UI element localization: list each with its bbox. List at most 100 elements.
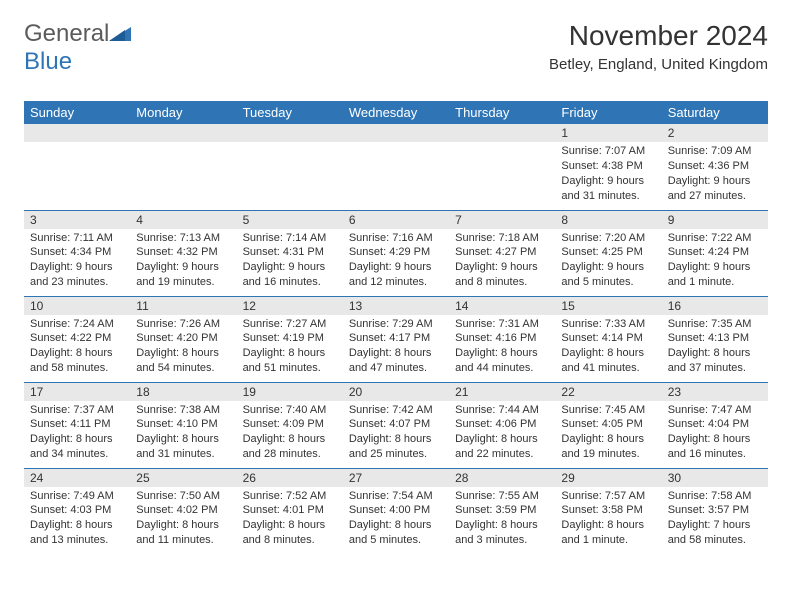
day-number <box>449 124 555 142</box>
day-details: Sunrise: 7:31 AMSunset: 4:16 PMDaylight:… <box>449 315 555 380</box>
weekday-header-row: Sunday Monday Tuesday Wednesday Thursday… <box>24 101 768 124</box>
calendar-day-cell <box>343 124 449 210</box>
day-details: Sunrise: 7:13 AMSunset: 4:32 PMDaylight:… <box>130 229 236 294</box>
day-number: 30 <box>662 469 768 487</box>
calendar-day-cell: 22Sunrise: 7:45 AMSunset: 4:05 PMDayligh… <box>555 382 661 468</box>
day-number <box>343 124 449 142</box>
day-details: Sunrise: 7:38 AMSunset: 4:10 PMDaylight:… <box>130 401 236 466</box>
calendar-day-cell: 16Sunrise: 7:35 AMSunset: 4:13 PMDayligh… <box>662 296 768 382</box>
day-details: Sunrise: 7:52 AMSunset: 4:01 PMDaylight:… <box>237 487 343 552</box>
day-number: 28 <box>449 469 555 487</box>
weekday-header: Sunday <box>24 101 130 124</box>
calendar-day-cell: 11Sunrise: 7:26 AMSunset: 4:20 PMDayligh… <box>130 296 236 382</box>
day-number: 10 <box>24 297 130 315</box>
calendar-day-cell <box>130 124 236 210</box>
day-number: 14 <box>449 297 555 315</box>
day-details: Sunrise: 7:07 AMSunset: 4:38 PMDaylight:… <box>555 142 661 207</box>
calendar-day-cell: 14Sunrise: 7:31 AMSunset: 4:16 PMDayligh… <box>449 296 555 382</box>
day-number <box>237 124 343 142</box>
weekday-header: Thursday <box>449 101 555 124</box>
day-details: Sunrise: 7:22 AMSunset: 4:24 PMDaylight:… <box>662 229 768 294</box>
day-details: Sunrise: 7:20 AMSunset: 4:25 PMDaylight:… <box>555 229 661 294</box>
calendar-day-cell: 15Sunrise: 7:33 AMSunset: 4:14 PMDayligh… <box>555 296 661 382</box>
day-details: Sunrise: 7:45 AMSunset: 4:05 PMDaylight:… <box>555 401 661 466</box>
calendar-day-cell: 26Sunrise: 7:52 AMSunset: 4:01 PMDayligh… <box>237 468 343 554</box>
day-details: Sunrise: 7:54 AMSunset: 4:00 PMDaylight:… <box>343 487 449 552</box>
day-details: Sunrise: 7:50 AMSunset: 4:02 PMDaylight:… <box>130 487 236 552</box>
day-number: 20 <box>343 383 449 401</box>
calendar-day-cell: 12Sunrise: 7:27 AMSunset: 4:19 PMDayligh… <box>237 296 343 382</box>
logo-text-blue-wrap: Blue <box>24 48 72 76</box>
day-number: 21 <box>449 383 555 401</box>
day-number: 22 <box>555 383 661 401</box>
day-number <box>24 124 130 142</box>
calendar-day-cell: 5Sunrise: 7:14 AMSunset: 4:31 PMDaylight… <box>237 210 343 296</box>
day-details: Sunrise: 7:09 AMSunset: 4:36 PMDaylight:… <box>662 142 768 207</box>
calendar-week-row: 17Sunrise: 7:37 AMSunset: 4:11 PMDayligh… <box>24 382 768 468</box>
calendar-week-row: 24Sunrise: 7:49 AMSunset: 4:03 PMDayligh… <box>24 468 768 554</box>
calendar-day-cell: 1Sunrise: 7:07 AMSunset: 4:38 PMDaylight… <box>555 124 661 210</box>
weekday-header: Wednesday <box>343 101 449 124</box>
day-number: 11 <box>130 297 236 315</box>
day-number: 1 <box>555 124 661 142</box>
day-details: Sunrise: 7:24 AMSunset: 4:22 PMDaylight:… <box>24 315 130 380</box>
day-details: Sunrise: 7:55 AMSunset: 3:59 PMDaylight:… <box>449 487 555 552</box>
calendar-day-cell <box>237 124 343 210</box>
day-number <box>130 124 236 142</box>
calendar-day-cell <box>24 124 130 210</box>
weekday-header: Saturday <box>662 101 768 124</box>
day-details: Sunrise: 7:35 AMSunset: 4:13 PMDaylight:… <box>662 315 768 380</box>
day-number: 29 <box>555 469 661 487</box>
day-number: 27 <box>343 469 449 487</box>
day-details: Sunrise: 7:57 AMSunset: 3:58 PMDaylight:… <box>555 487 661 552</box>
logo: General <box>24 20 133 48</box>
calendar-day-cell: 21Sunrise: 7:44 AMSunset: 4:06 PMDayligh… <box>449 382 555 468</box>
calendar-day-cell: 20Sunrise: 7:42 AMSunset: 4:07 PMDayligh… <box>343 382 449 468</box>
day-details: Sunrise: 7:16 AMSunset: 4:29 PMDaylight:… <box>343 229 449 294</box>
calendar-day-cell: 28Sunrise: 7:55 AMSunset: 3:59 PMDayligh… <box>449 468 555 554</box>
day-number: 2 <box>662 124 768 142</box>
month-title: November 2024 <box>549 20 768 52</box>
day-number: 18 <box>130 383 236 401</box>
calendar-day-cell: 27Sunrise: 7:54 AMSunset: 4:00 PMDayligh… <box>343 468 449 554</box>
day-details: Sunrise: 7:58 AMSunset: 3:57 PMDaylight:… <box>662 487 768 552</box>
day-details: Sunrise: 7:29 AMSunset: 4:17 PMDaylight:… <box>343 315 449 380</box>
weekday-header: Friday <box>555 101 661 124</box>
calendar-day-cell: 13Sunrise: 7:29 AMSunset: 4:17 PMDayligh… <box>343 296 449 382</box>
day-number: 9 <box>662 211 768 229</box>
calendar-day-cell: 29Sunrise: 7:57 AMSunset: 3:58 PMDayligh… <box>555 468 661 554</box>
day-details: Sunrise: 7:11 AMSunset: 4:34 PMDaylight:… <box>24 229 130 294</box>
day-details: Sunrise: 7:42 AMSunset: 4:07 PMDaylight:… <box>343 401 449 466</box>
day-number: 6 <box>343 211 449 229</box>
day-number: 17 <box>24 383 130 401</box>
calendar-day-cell: 7Sunrise: 7:18 AMSunset: 4:27 PMDaylight… <box>449 210 555 296</box>
calendar-week-row: 10Sunrise: 7:24 AMSunset: 4:22 PMDayligh… <box>24 296 768 382</box>
calendar-day-cell: 8Sunrise: 7:20 AMSunset: 4:25 PMDaylight… <box>555 210 661 296</box>
day-number: 24 <box>24 469 130 487</box>
day-number: 15 <box>555 297 661 315</box>
calendar-day-cell: 10Sunrise: 7:24 AMSunset: 4:22 PMDayligh… <box>24 296 130 382</box>
logo-triangle-icon <box>109 23 131 46</box>
day-number: 7 <box>449 211 555 229</box>
calendar-day-cell: 9Sunrise: 7:22 AMSunset: 4:24 PMDaylight… <box>662 210 768 296</box>
day-number: 25 <box>130 469 236 487</box>
day-details: Sunrise: 7:14 AMSunset: 4:31 PMDaylight:… <box>237 229 343 294</box>
day-number: 16 <box>662 297 768 315</box>
day-number: 8 <box>555 211 661 229</box>
day-number: 3 <box>24 211 130 229</box>
day-number: 13 <box>343 297 449 315</box>
header: General November 2024 Betley, England, U… <box>24 20 768 73</box>
location: Betley, England, United Kingdom <box>549 56 768 73</box>
weekday-header: Tuesday <box>237 101 343 124</box>
day-details: Sunrise: 7:49 AMSunset: 4:03 PMDaylight:… <box>24 487 130 552</box>
calendar-day-cell: 23Sunrise: 7:47 AMSunset: 4:04 PMDayligh… <box>662 382 768 468</box>
calendar-day-cell: 25Sunrise: 7:50 AMSunset: 4:02 PMDayligh… <box>130 468 236 554</box>
day-number: 5 <box>237 211 343 229</box>
calendar-day-cell: 17Sunrise: 7:37 AMSunset: 4:11 PMDayligh… <box>24 382 130 468</box>
calendar-week-row: 1Sunrise: 7:07 AMSunset: 4:38 PMDaylight… <box>24 124 768 210</box>
day-details: Sunrise: 7:37 AMSunset: 4:11 PMDaylight:… <box>24 401 130 466</box>
day-details: Sunrise: 7:27 AMSunset: 4:19 PMDaylight:… <box>237 315 343 380</box>
calendar-day-cell: 6Sunrise: 7:16 AMSunset: 4:29 PMDaylight… <box>343 210 449 296</box>
logo-text-blue: Blue <box>24 48 72 75</box>
title-block: November 2024 Betley, England, United Ki… <box>549 20 768 73</box>
